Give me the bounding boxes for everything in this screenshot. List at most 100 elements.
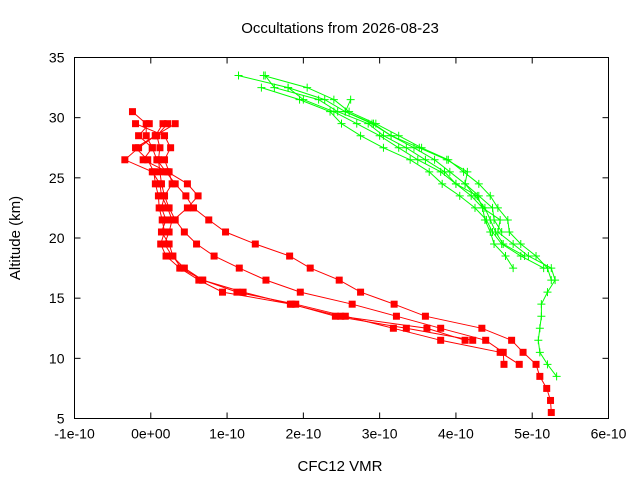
data-point: [292, 300, 300, 308]
data-point: [413, 155, 422, 164]
data-point: [329, 95, 338, 104]
data-point: [543, 360, 552, 369]
data-point: [154, 156, 162, 164]
data-point: [167, 144, 175, 152]
data-point: [469, 336, 477, 344]
data-point: [161, 156, 169, 164]
x-tick-label: 1e-10: [209, 426, 245, 442]
series-4: [132, 120, 469, 344]
data-point: [505, 227, 514, 236]
series-line: [132, 111, 552, 413]
data-point: [157, 228, 165, 236]
data-point: [390, 300, 398, 308]
data-point: [461, 336, 469, 344]
data-point: [496, 348, 504, 356]
data-point: [169, 252, 177, 260]
data-point: [402, 324, 410, 332]
data-point: [488, 203, 497, 212]
data-point: [162, 252, 170, 260]
x-tick-label: 2e-10: [285, 426, 321, 442]
data-point: [534, 336, 543, 345]
data-point: [337, 312, 345, 320]
data-point: [442, 155, 451, 164]
data-point: [306, 264, 314, 272]
data-point: [445, 167, 454, 176]
data-point: [222, 228, 230, 236]
data-point: [437, 336, 445, 344]
data-point: [421, 312, 429, 320]
data-point: [394, 143, 403, 152]
data-point: [257, 83, 266, 92]
data-point: [164, 120, 172, 128]
data-point: [379, 131, 388, 140]
series-5: [135, 120, 202, 224]
data-point: [535, 324, 544, 333]
data-point: [162, 216, 170, 224]
data-point: [157, 204, 165, 212]
data-point: [135, 132, 143, 140]
data-point: [284, 83, 293, 92]
data-point: [357, 288, 365, 296]
data-point: [474, 179, 483, 188]
data-point: [320, 95, 329, 104]
data-point: [161, 240, 169, 248]
data-point: [161, 132, 169, 140]
data-point: [286, 252, 294, 260]
data-point: [233, 288, 241, 296]
data-point: [183, 180, 191, 188]
data-point: [261, 71, 270, 80]
data-point: [165, 228, 173, 236]
x-tick-label: 6e-10: [591, 426, 627, 442]
data-point: [539, 264, 548, 273]
data-point: [150, 168, 158, 176]
data-point: [270, 83, 279, 92]
data-point: [341, 107, 350, 116]
data-point: [159, 120, 167, 128]
series-line: [344, 99, 503, 233]
data-point: [547, 396, 555, 404]
data-point: [180, 228, 188, 236]
x-axis: -1e-10 0e+00 1e-10 2e-10 3e-10 4e-10 5e-10 6e-1…: [54, 57, 627, 442]
data-point: [183, 204, 191, 212]
data-point: [515, 360, 523, 368]
data-point: [423, 324, 431, 332]
data-point: [497, 227, 506, 236]
series-line: [261, 87, 544, 269]
data-point: [532, 252, 541, 261]
data-point: [480, 203, 489, 212]
data-point: [156, 144, 164, 152]
data-point: [352, 119, 361, 128]
data-point: [486, 191, 495, 200]
data-point: [171, 120, 179, 128]
data-point: [455, 191, 464, 200]
y-axis: 5 10 15 20 25 30 35: [49, 50, 609, 427]
data-point: [177, 264, 185, 272]
data-point: [121, 156, 129, 164]
series-7: [259, 71, 556, 285]
data-point: [194, 192, 202, 200]
data-point: [154, 192, 162, 200]
data-point: [490, 215, 499, 224]
data-point: [437, 324, 445, 332]
data-point: [482, 336, 490, 344]
series-6: [234, 71, 561, 381]
data-point: [356, 131, 365, 140]
data-point: [501, 252, 510, 261]
data-point: [210, 252, 218, 260]
data-point: [326, 107, 335, 116]
x-tick-label: 4e-10: [438, 426, 474, 442]
x-tick-label: -1e-10: [54, 426, 95, 442]
data-point: [132, 120, 140, 128]
series-line: [287, 87, 525, 257]
data-point: [509, 264, 518, 273]
data-point: [142, 132, 150, 140]
data-point: [286, 300, 294, 308]
data-point: [165, 240, 173, 248]
data-point: [251, 240, 259, 248]
data-point: [348, 300, 356, 308]
data-point: [387, 131, 396, 140]
data-point: [509, 240, 518, 249]
data-point: [547, 276, 556, 285]
data-point: [218, 288, 226, 296]
